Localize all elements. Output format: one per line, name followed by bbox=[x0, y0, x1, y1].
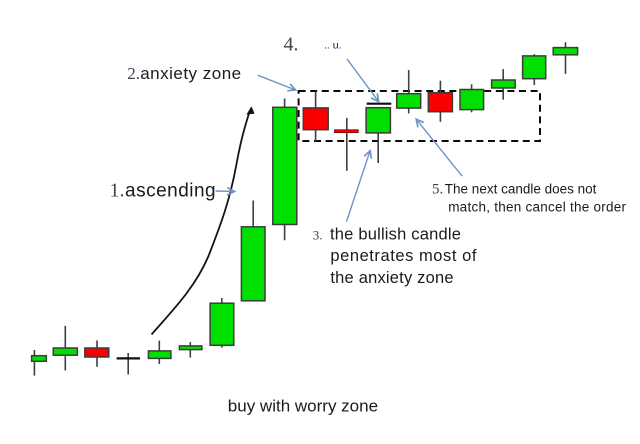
svg-text:2.: 2. bbox=[127, 64, 140, 83]
svg-text:ascending: ascending bbox=[125, 180, 216, 201]
svg-text:5.: 5. bbox=[432, 181, 443, 197]
svg-text:anxiety zone: anxiety zone bbox=[140, 64, 241, 83]
svg-text:3.: 3. bbox=[313, 227, 323, 242]
svg-text:.. u.: .. u. bbox=[324, 40, 342, 52]
svg-text:match, then cancel the order: match, then cancel the order bbox=[448, 199, 626, 214]
svg-text:penetrates most of: penetrates most of bbox=[330, 247, 477, 265]
svg-text:the anxiety zone: the anxiety zone bbox=[330, 269, 453, 287]
svg-text:1.: 1. bbox=[110, 179, 125, 201]
svg-text:The next candle does not: The next candle does not bbox=[445, 181, 597, 196]
svg-text:the bullish candle: the bullish candle bbox=[330, 225, 461, 243]
svg-text:4.: 4. bbox=[284, 34, 299, 56]
svg-text:buy with worry zone: buy with worry zone bbox=[228, 397, 378, 416]
